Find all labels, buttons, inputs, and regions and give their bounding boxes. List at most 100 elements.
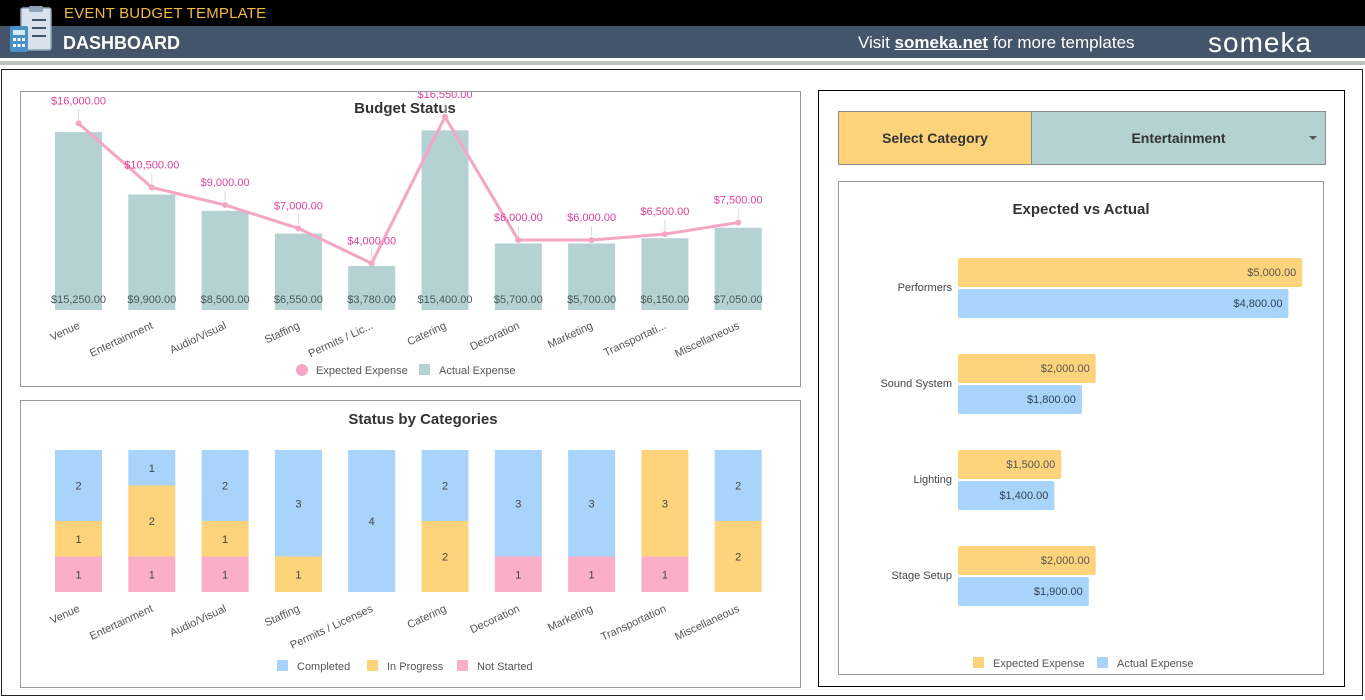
stack-segment-label: 2 [149, 516, 155, 528]
category-tick-label: Stage Setup [891, 570, 952, 582]
actual-bar [958, 481, 1055, 510]
expected-point-label: $6,500.00 [640, 206, 689, 218]
expected-point [515, 237, 522, 243]
chevron-down-icon[interactable] [1309, 136, 1317, 140]
actual-bar [348, 265, 396, 310]
actual-bar-label: $8,500.00 [201, 294, 250, 306]
stack-segment-label: 3 [515, 498, 521, 510]
dashboard-frame [1, 69, 1363, 696]
stack-segment-completed [421, 450, 469, 521]
chart-title: Status by Categories [348, 411, 497, 428]
expected-bar [958, 354, 1096, 383]
app-title: EVENT BUDGET TEMPLATE [64, 5, 267, 22]
legend-marker [277, 660, 288, 671]
stack-segment-label: 3 [589, 498, 595, 510]
expected-bar-label: $2,000.00 [1041, 363, 1090, 375]
someka-link[interactable]: someka.net [894, 33, 989, 52]
category-tick-label: Catering [406, 320, 449, 348]
category-tick-label: Audio/Visual [168, 603, 228, 640]
actual-bar-label: $15,250.00 [51, 294, 106, 306]
category-tick-label: Sound System [880, 378, 952, 390]
select-category-label: Select Category [838, 111, 1032, 165]
category-tick-label: Performers [898, 282, 953, 294]
category-dropdown[interactable]: Entertainment [1032, 111, 1326, 165]
category-tick-label: Decoration [468, 603, 521, 636]
actual-bar-label: $3,780.00 [347, 294, 396, 306]
stack-segment-not-started [568, 556, 616, 592]
category-tick-label: Catering [406, 603, 449, 631]
stack-segment-label: 2 [442, 481, 448, 493]
actual-bar-label: $5,700.00 [494, 294, 543, 306]
actual-bar-label: $6,550.00 [274, 294, 323, 306]
stack-segment-label: 1 [75, 569, 81, 581]
stack-segment-in-progress [128, 485, 176, 557]
expected-bar-label: $5,000.00 [1247, 267, 1296, 279]
legend-expected-label: Expected Expense [316, 365, 408, 377]
actual-bar [494, 243, 542, 310]
header-bar [0, 26, 1365, 58]
stack-segment-label: 1 [515, 569, 521, 581]
status-categories-panel: Status by Categories 1 1 2 Venue 1 2 1 Entertain… [20, 400, 801, 688]
category-tick-label: Transportation [599, 603, 668, 644]
budget-status-chart: Budget Status $15,250.00 Venue $9,900.00 Ent… [48, 89, 763, 377]
category-tick-label: Miscellaneous [673, 603, 742, 644]
expected-point [588, 237, 595, 243]
stack-segment-label: 1 [295, 569, 301, 581]
actual-bar [274, 233, 322, 310]
expected-point [75, 120, 82, 127]
expected-point-label: $6,000.00 [567, 212, 616, 224]
stack-segment-not-started [201, 556, 249, 592]
page-title: DASHBOARD [63, 33, 180, 53]
expected-point [735, 219, 742, 226]
stack-segment-label: 1 [149, 463, 155, 475]
expected-line [77, 113, 739, 266]
category-tick-label: Staffing [263, 320, 302, 347]
stack-segment-not-started [641, 556, 689, 592]
category-tick-label: Decoration [468, 320, 521, 353]
visit-suffix: for more templates [988, 33, 1135, 52]
expected-point-label: $4,000.00 [347, 235, 396, 247]
actual-bar-label: $15,400.00 [417, 294, 472, 306]
visit-text: Visit someka.net for more templates [858, 33, 1135, 53]
stack-segment-completed [348, 450, 396, 592]
actual-bar-label: $7,050.00 [714, 294, 763, 306]
actual-bar-label: $4,800.00 [1234, 298, 1283, 310]
category-tick-label: Marketing [546, 320, 595, 351]
category-tick-label: Venue [48, 320, 81, 344]
actual-bar-label: $1,800.00 [1027, 394, 1076, 406]
expected-point [222, 202, 229, 208]
actual-bar [714, 227, 762, 310]
expected-point-label: $16,000.00 [51, 95, 106, 107]
chart-title: Expected vs Actual [1013, 201, 1150, 218]
stack-segment-label: 2 [222, 481, 228, 493]
legend-marker [457, 660, 468, 671]
actual-bar [128, 194, 176, 310]
stack-segment-label: 2 [735, 552, 741, 564]
actual-bar [568, 243, 616, 310]
stack-segment-completed [714, 450, 762, 521]
title-bar [0, 0, 1365, 26]
expected-point-label: $16,550.00 [417, 92, 472, 101]
legend-label: Completed [297, 661, 350, 673]
stack-segment-completed [274, 450, 322, 557]
expected-point [661, 231, 668, 238]
expected-bar [958, 546, 1096, 575]
expected-point [148, 184, 155, 191]
category-panel [818, 90, 1345, 687]
expected-bar-label: $1,500.00 [1006, 459, 1055, 471]
stack-segment-label: 2 [735, 481, 741, 493]
category-tick-label: Transportati... [602, 320, 668, 359]
stack-segment-in-progress [274, 556, 322, 592]
actual-bar [55, 132, 102, 310]
stack-segment-in-progress [55, 521, 102, 557]
stack-segment-label: 2 [442, 552, 448, 564]
expected-vs-actual-panel: Expected vs Actual Performers $5,000.00 $4,… [838, 181, 1324, 675]
actual-bar [641, 238, 689, 310]
stack-segment-label: 1 [222, 569, 228, 581]
status-by-categories-chart: Status by Categories 1 1 2 Venue 1 2 1 Entertain… [48, 411, 762, 673]
stack-segment-label: 1 [589, 569, 595, 581]
category-tick-label: Permits / Lic... [307, 320, 375, 360]
legend-actual-label: Actual Expense [439, 365, 515, 377]
actual-bar-label: $6,150.00 [640, 294, 689, 306]
category-tick-label: Staffing [263, 603, 302, 630]
